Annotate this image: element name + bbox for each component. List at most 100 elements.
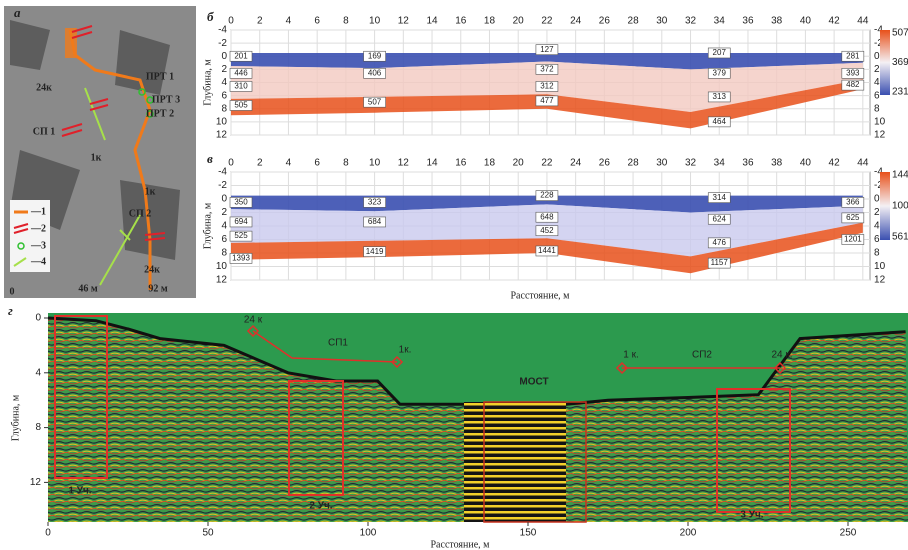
value-label: 464 — [713, 117, 727, 126]
value-label: 372 — [540, 64, 554, 73]
y-tick-label: 4 — [35, 367, 41, 378]
y-tick-label: 6 — [221, 90, 227, 101]
value-box — [707, 213, 731, 225]
x-tick-label: 42 — [829, 158, 841, 169]
value-label: 1157 — [711, 258, 729, 267]
legend-label: —1 — [30, 206, 46, 217]
y-tick-label: 2 — [221, 64, 227, 75]
value-label: 323 — [368, 197, 382, 206]
legend-swatch — [13, 257, 27, 267]
value-label: 482 — [846, 80, 860, 89]
value-label: 393 — [846, 68, 860, 77]
map-label: 0 — [10, 286, 15, 297]
value-label: 201 — [234, 51, 248, 60]
value-box — [229, 100, 253, 111]
y2-tick-label: 4 — [874, 221, 880, 232]
y-tick-label: 4 — [221, 77, 227, 88]
y-tick-label: 8 — [35, 422, 41, 433]
value-box — [707, 257, 731, 269]
colorbar-label: 144 — [892, 170, 908, 181]
value-box — [363, 50, 386, 62]
value-box — [841, 212, 865, 224]
value-box — [841, 234, 865, 245]
value-box — [707, 47, 731, 59]
x-tick-label: 22 — [541, 158, 553, 169]
x-tick-label: 38 — [771, 16, 783, 27]
profile-ends — [246, 324, 787, 375]
x-tick-label: 26 — [599, 158, 611, 169]
y2-tick-label: 4 — [874, 77, 880, 88]
value-label: 310 — [234, 82, 248, 91]
x-tick-label: 16 — [455, 16, 467, 27]
value-box — [535, 211, 559, 223]
value-box — [707, 237, 731, 249]
y-tick-label: 0 — [35, 313, 41, 324]
x-tick-label: 4 — [286, 16, 292, 27]
y-tick-label: 0 — [221, 51, 227, 62]
legend-label: —2 — [30, 223, 46, 234]
x-tick-label: 34 — [714, 16, 726, 27]
x-tick-label: 22 — [541, 16, 553, 27]
y2-tick-label: 10 — [874, 261, 886, 272]
value-label: 406 — [368, 68, 382, 77]
value-label: 648 — [540, 212, 554, 221]
y-tick-label: 4 — [221, 221, 227, 232]
x-tick-label: 14 — [426, 16, 438, 27]
y-axis-title: Глубина, м — [202, 202, 213, 249]
station — [146, 110, 154, 118]
map-label: 1к — [91, 152, 102, 163]
map-label: 1к — [145, 186, 156, 197]
x-tick-label: 14 — [426, 158, 438, 169]
x-tick-label: 32 — [685, 158, 697, 169]
y2-tick-label: 0 — [874, 51, 880, 62]
value-label: 169 — [368, 51, 382, 60]
x-tick-label: 0 — [45, 528, 51, 539]
value-box — [229, 68, 253, 79]
x-tick-label: 6 — [314, 16, 320, 27]
value-label: 624 — [713, 214, 727, 223]
y-axis-title: Глубина, м — [202, 59, 213, 106]
x-tick-label: 0 — [228, 158, 234, 169]
y-tick-label: -2 — [218, 180, 227, 191]
y2-tick-label: 10 — [874, 117, 886, 128]
value-box — [841, 197, 865, 208]
x-tick-label: 44 — [857, 158, 869, 169]
x-tick-label: 40 — [800, 16, 812, 27]
annotation: 24 к — [244, 315, 263, 326]
colorbar-label: 100 — [892, 201, 908, 212]
x-tick-label: 44 — [857, 16, 869, 27]
x-tick-label: 18 — [484, 158, 496, 169]
value-box — [363, 96, 386, 108]
y2-tick-label: -4 — [874, 167, 883, 178]
panel-letter: в — [207, 151, 213, 166]
panel-letter: а — [14, 5, 21, 20]
y2-tick-label: -2 — [874, 38, 883, 49]
ground-surface — [47, 316, 906, 406]
value-label: 281 — [846, 51, 860, 60]
value-label: 1441 — [538, 246, 556, 255]
value-label: 477 — [540, 96, 554, 105]
value-label: 505 — [234, 101, 248, 110]
value-box — [229, 50, 253, 62]
station — [146, 96, 154, 104]
x-tick-label: 100 — [360, 528, 377, 539]
value-label: 366 — [846, 197, 860, 206]
bridge-zone — [464, 402, 566, 522]
map-label: СП 1 — [33, 126, 56, 137]
x-tick-label: 8 — [343, 158, 349, 169]
value-box — [707, 116, 731, 128]
x-tick-label: 40 — [800, 158, 812, 169]
colorbar — [880, 30, 890, 95]
x-tick-label: 12 — [398, 16, 410, 27]
x-tick-label: 36 — [742, 16, 754, 27]
x-tick-label: 20 — [513, 158, 525, 169]
y2-tick-label: 2 — [874, 64, 880, 75]
colorbar-label: 231 — [892, 87, 908, 98]
value-box — [535, 245, 559, 257]
y2-tick-label: 12 — [874, 130, 886, 141]
value-label: 694 — [234, 217, 248, 226]
x-axis-title: Расстояние, м — [511, 290, 571, 301]
colorbar-label: 369 — [892, 57, 908, 68]
value-label: 476 — [713, 238, 727, 247]
